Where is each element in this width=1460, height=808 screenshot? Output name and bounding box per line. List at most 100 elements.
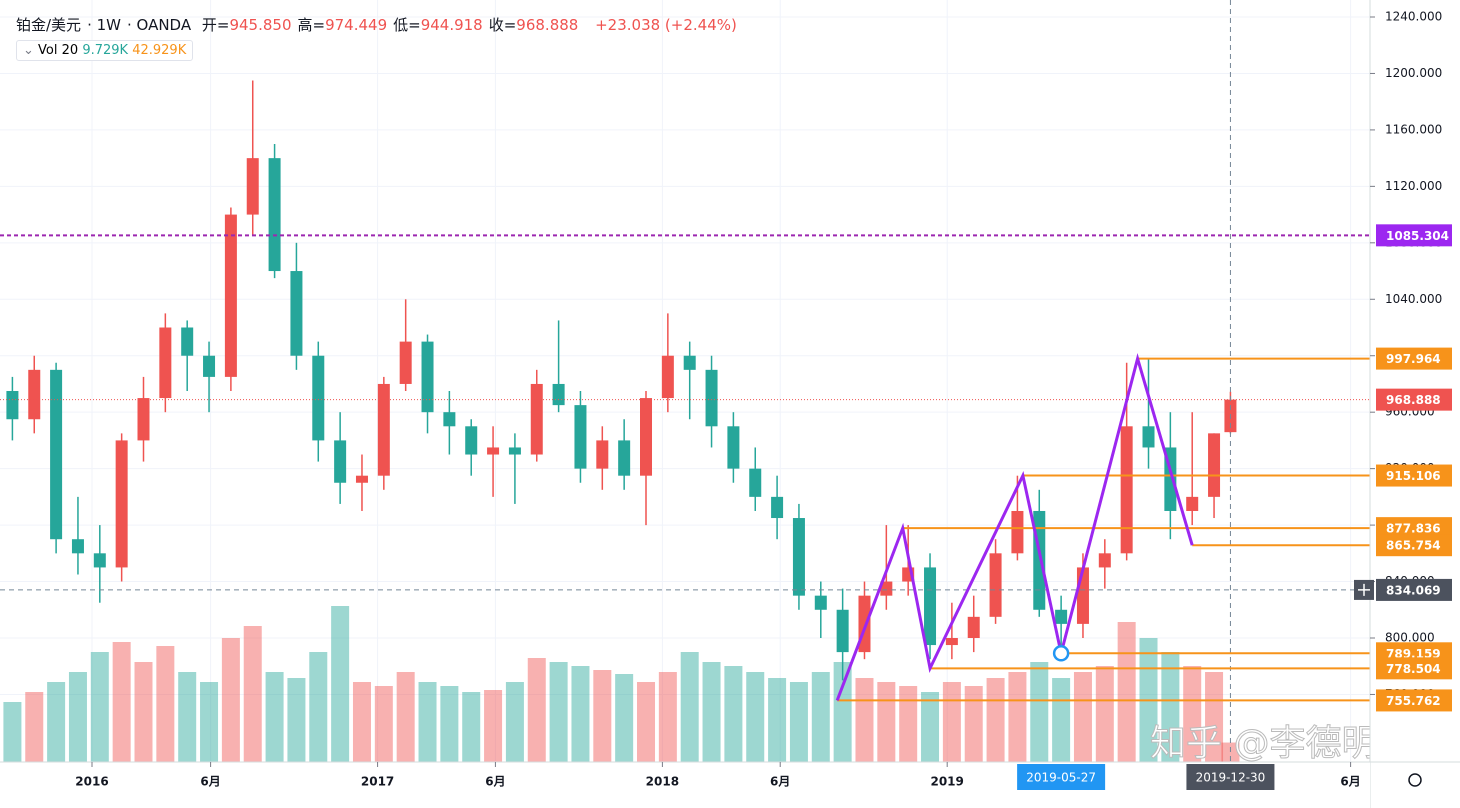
candle-body	[792, 518, 805, 596]
ohlc-label: 开=	[201, 16, 230, 34]
ohlc-label: 高=	[297, 16, 326, 34]
volume-bar	[156, 646, 175, 762]
candle-body	[246, 158, 259, 215]
candle-body	[661, 355, 674, 399]
hline-label-bg	[1376, 224, 1452, 247]
level-label-bg	[1376, 534, 1452, 557]
legend-header: 铂金/美元 · 1W · OANDA 开=945.850 高=974.449 低=944…	[16, 16, 737, 34]
candle-body	[552, 383, 565, 406]
crosshair-date: 2019-12-30	[1196, 771, 1266, 785]
volume-bar	[986, 678, 1005, 762]
y-tick-label: 1240.000	[1385, 10, 1442, 24]
volume-bar	[658, 672, 677, 762]
volume-bar	[505, 682, 524, 762]
volume-bar	[1052, 678, 1071, 762]
y-tick-label: 1040.000	[1385, 292, 1442, 306]
volume-bar	[1183, 666, 1202, 762]
candle-body	[71, 539, 84, 554]
candle-body	[50, 369, 63, 540]
volume-bar	[418, 682, 437, 762]
candle-body	[28, 369, 41, 420]
x-tick-label: 2019	[930, 775, 963, 789]
candle-body	[989, 553, 1002, 617]
volume-bar	[855, 678, 874, 762]
level-label: 778.504	[1386, 662, 1441, 676]
volume-bar	[3, 702, 22, 762]
candle-body	[290, 271, 303, 356]
volume-bar	[637, 682, 656, 762]
symbol: 铂金/美元	[16, 16, 82, 34]
candle-body	[224, 214, 237, 377]
level-label-bg	[1376, 347, 1452, 370]
volume-legend[interactable]: ⌄ Vol 20 9.729K 42.929K	[16, 40, 194, 61]
volume-bar	[1008, 672, 1027, 762]
volume-bar	[221, 638, 240, 762]
level-label: 997.964	[1386, 352, 1441, 366]
candle-body	[137, 398, 150, 441]
exchange: OANDA	[136, 16, 192, 34]
candle-body	[924, 567, 937, 646]
hline-label: 1085.304	[1386, 229, 1449, 243]
volume-bar	[178, 672, 197, 762]
volume-bar	[1161, 652, 1180, 762]
volume-bar	[25, 692, 44, 762]
candle-body	[836, 609, 849, 653]
ohlc-label: 低=	[393, 16, 421, 34]
volume-value: 9.729K	[82, 43, 129, 58]
x-tick-label: 6月	[485, 775, 505, 789]
ohlc-label: 收=	[488, 16, 517, 34]
current-price-label: 968.888	[1386, 393, 1441, 407]
volume-bar	[877, 682, 896, 762]
candle-body	[1076, 567, 1089, 624]
candle-body	[749, 468, 762, 497]
watermark: 知乎 @李德明	[1150, 723, 1377, 764]
volume-bar	[484, 690, 503, 762]
cursor-date: 2019-05-27	[1026, 771, 1096, 785]
level-label: 877.836	[1386, 522, 1441, 536]
plus-icon	[1358, 583, 1370, 596]
volume-bar	[768, 678, 787, 762]
volume-bar	[593, 670, 612, 762]
candle-body	[377, 383, 390, 476]
current-price-label-bg	[1376, 388, 1452, 411]
candle-body	[487, 447, 500, 455]
candle-body	[355, 475, 368, 483]
y-tick-label: 800.000	[1385, 631, 1435, 645]
volume-bar	[549, 662, 568, 762]
volume-bar	[1205, 672, 1224, 762]
candle-body	[508, 447, 521, 455]
candle-body	[574, 405, 587, 469]
x-tick-label: 2017	[361, 775, 394, 789]
volume-bar	[287, 678, 306, 762]
volume-bar	[921, 692, 940, 762]
volume-bar	[396, 672, 415, 762]
x-tick-label: 6月	[200, 775, 220, 789]
volume-bar	[200, 682, 219, 762]
candle-body	[1011, 510, 1024, 554]
candle-body	[705, 369, 718, 427]
settings-icon[interactable]	[1408, 773, 1422, 787]
ohlc-value: 974.449	[325, 16, 388, 34]
volume-bar	[112, 642, 131, 762]
volume-bar	[746, 672, 765, 762]
volume-bar	[331, 606, 350, 762]
volume-bar	[309, 652, 328, 762]
crosshair-date-bg	[1186, 764, 1275, 790]
candle-body	[1142, 426, 1155, 448]
candle-body	[203, 355, 216, 377]
candle-body	[115, 440, 128, 568]
volume-bar	[1030, 662, 1049, 762]
volume-bar	[833, 662, 852, 762]
volume-bar	[90, 652, 109, 762]
candle-body	[399, 341, 412, 384]
volume-bar	[462, 692, 481, 762]
volume-bar	[1095, 666, 1114, 762]
candle-body	[880, 581, 893, 596]
candle-body	[421, 341, 434, 413]
volume-bar	[964, 686, 983, 762]
cursor-date-bg	[1017, 764, 1106, 790]
volume-bar	[243, 626, 262, 762]
candle-body	[727, 426, 740, 469]
ohlc: 开=945.850 高=974.449 低=944.918 收=968.888	[202, 16, 584, 34]
